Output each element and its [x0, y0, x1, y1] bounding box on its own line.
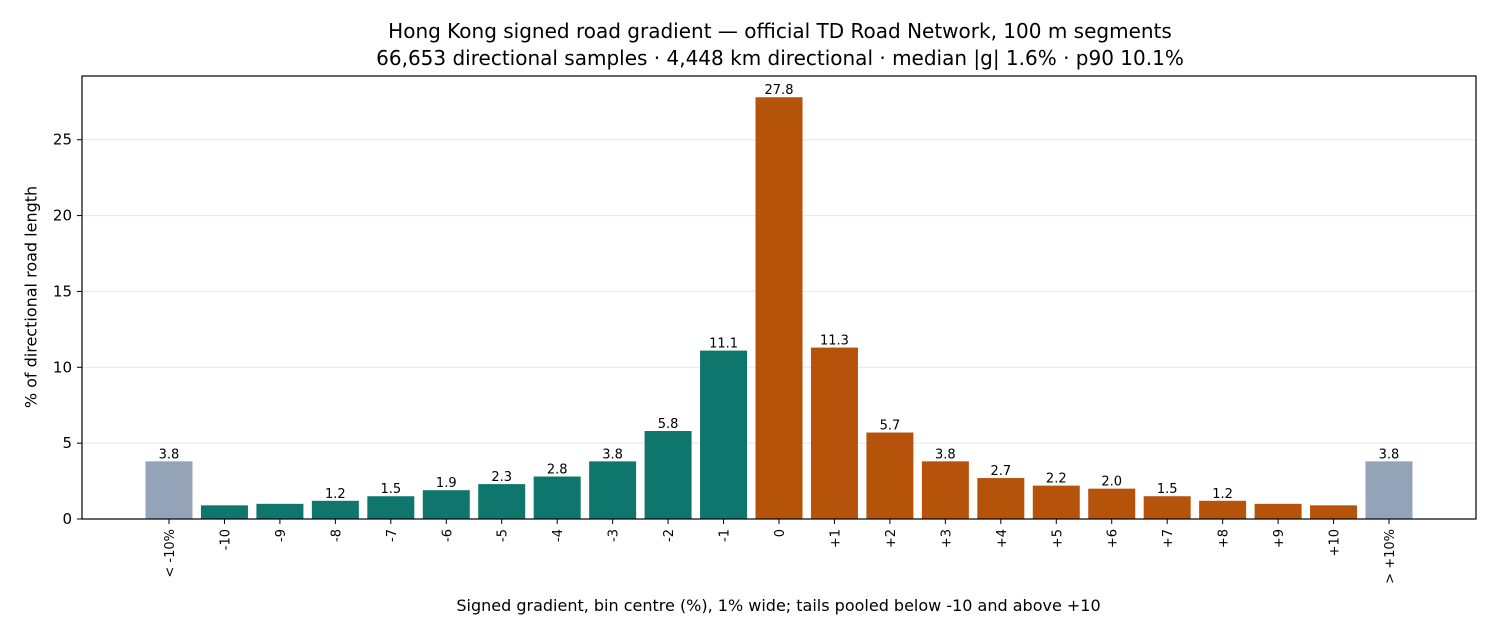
y-tick-label: 20: [53, 207, 72, 225]
bar: [256, 503, 304, 519]
x-tick-label: +1: [828, 529, 843, 548]
bar: [1254, 503, 1302, 519]
bar-value-label: 1.9: [436, 476, 457, 491]
bar-value-label: 2.8: [547, 463, 568, 478]
x-tick-label: > +10%: [1383, 529, 1398, 584]
chart-subtitle: 66,653 directional samples · 4,448 km di…: [376, 46, 1184, 70]
x-tick-label: -1: [718, 529, 733, 542]
y-tick-label: 10: [53, 358, 72, 376]
bar: [644, 431, 692, 519]
bar-value-label: 5.8: [658, 417, 679, 432]
x-tick-label: +6: [1106, 529, 1121, 548]
bar: [311, 500, 359, 519]
bar-value-label: 1.2: [325, 487, 346, 502]
bar-value-label: 1.2: [1212, 487, 1233, 502]
bar: [1088, 488, 1136, 519]
x-tick-label: +9: [1272, 529, 1287, 548]
bar-value-label: 3.8: [935, 447, 956, 462]
x-axis-label: Signed gradient, bin centre (%), 1% wide…: [456, 596, 1101, 615]
bar: [145, 461, 193, 519]
bar: [700, 350, 748, 519]
y-axis: 0 5 10 15 20 25: [53, 131, 82, 528]
x-tick-label: +2: [884, 529, 899, 548]
bar: [422, 490, 470, 519]
bar-value-label: 3.8: [1379, 447, 1400, 462]
bar: [1032, 485, 1080, 519]
bar-value-label: 11.3: [820, 334, 849, 349]
plot-frame: [81, 75, 1477, 520]
bar: [755, 97, 803, 520]
x-tick-label: -8: [329, 529, 344, 542]
bar-value-label: 5.7: [880, 419, 901, 434]
x-tick-label: +3: [939, 529, 954, 548]
bar-value-label: 3.8: [159, 447, 180, 462]
x-tick-label: -4: [551, 529, 566, 542]
bars: [145, 97, 1413, 520]
chart-title: Hong Kong signed road gradient — officia…: [388, 19, 1172, 43]
bar: [977, 478, 1025, 519]
x-tick-label: < -10%: [163, 529, 178, 578]
bar-value-label: 2.2: [1046, 472, 1067, 487]
bar: [478, 484, 526, 519]
y-tick-label: 25: [53, 131, 72, 149]
x-axis: < -10% -10 -9 -8 -7 -6 -5 -4 -3 -2 -1 0 +1 +2 +3 +4 +5 +6…: [163, 519, 1398, 584]
y-tick-label: 15: [53, 282, 72, 300]
bar: [1143, 496, 1191, 519]
x-tick-label: 0: [773, 529, 788, 537]
x-tick-label: +4: [995, 529, 1010, 548]
bar-value-label: 11.1: [709, 337, 738, 352]
bar: [589, 461, 637, 519]
x-tick-label: +7: [1161, 529, 1176, 548]
x-tick-label: -2: [662, 529, 677, 542]
bar-value-label: 1.5: [1157, 482, 1178, 497]
bar: [866, 432, 914, 519]
bar-value-label: 1.5: [380, 482, 401, 497]
bar: [533, 476, 581, 519]
y-tick-label: 5: [62, 434, 72, 452]
bar-value-label: 2.7: [990, 464, 1011, 479]
bar: [810, 347, 858, 519]
y-axis-label: % of directional road length: [21, 185, 41, 409]
x-tick-label: +8: [1217, 529, 1232, 548]
bar-value-label: 3.8: [602, 447, 623, 462]
bar: [1365, 461, 1413, 519]
bar: [921, 461, 969, 519]
x-tick-label: -9: [274, 529, 289, 542]
x-tick-label: +5: [1050, 529, 1065, 548]
bar-value-label: 2.3: [491, 470, 512, 485]
bar: [1310, 505, 1358, 519]
x-tick-label: -7: [385, 529, 400, 542]
bar: [1199, 500, 1247, 519]
bar-value-label: 2.0: [1101, 475, 1122, 490]
x-tick-label: -5: [496, 529, 511, 542]
x-tick-label: +10: [1328, 529, 1343, 556]
bar-value-label: 27.8: [765, 83, 794, 98]
data-labels: 3.8 1.2 1.5 1.9 2.3 2.8 3.8 5.8 11.1 27.8 11.3 5.7 3…: [159, 83, 1400, 502]
x-tick-label: -10: [218, 529, 233, 550]
bar: [200, 505, 248, 519]
x-tick-label: -3: [607, 529, 622, 542]
y-tick-label: 0: [62, 510, 72, 528]
bar: [367, 496, 415, 519]
x-tick-label: -6: [440, 529, 455, 542]
